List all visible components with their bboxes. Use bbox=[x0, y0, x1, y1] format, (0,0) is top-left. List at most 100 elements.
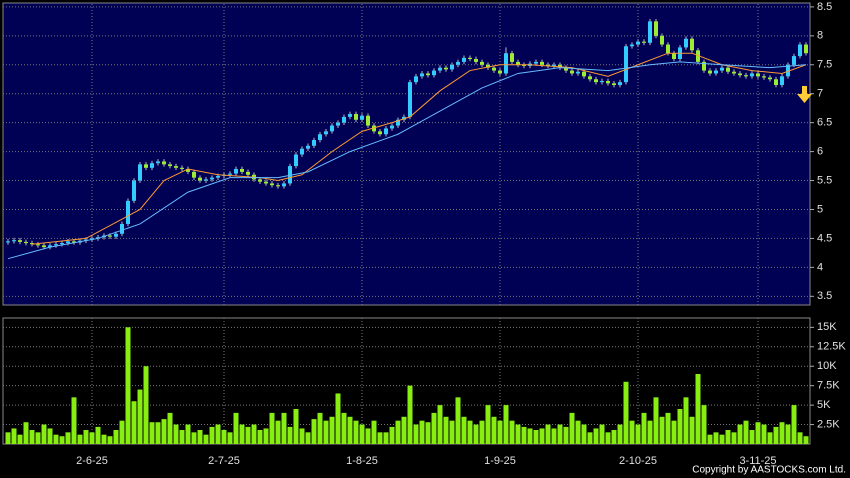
volume-bar bbox=[719, 434, 725, 444]
volume-bar bbox=[179, 430, 185, 444]
volume-bar bbox=[47, 428, 53, 444]
volume-bar bbox=[761, 424, 767, 444]
candle-body bbox=[306, 145, 310, 149]
candle-body bbox=[18, 240, 22, 242]
volume-bar bbox=[353, 420, 359, 444]
volume-bar bbox=[803, 436, 809, 444]
volume-bar bbox=[419, 420, 425, 444]
candle-body bbox=[168, 164, 172, 167]
volume-bar bbox=[227, 432, 233, 444]
volume-bar bbox=[287, 426, 293, 444]
y-tick-label: 7.5 bbox=[817, 59, 832, 71]
candle-body bbox=[636, 41, 640, 45]
volume-bar bbox=[83, 430, 89, 444]
volume-bar bbox=[749, 430, 755, 444]
candle-body bbox=[456, 61, 460, 65]
x-tick-label: 3-11-25 bbox=[739, 455, 776, 467]
candle-body bbox=[384, 128, 388, 135]
volume-bar bbox=[479, 420, 485, 444]
y-tick-label: 7 bbox=[817, 88, 823, 100]
volume-bar bbox=[335, 393, 341, 444]
candle-body bbox=[660, 35, 664, 45]
volume-bar bbox=[155, 422, 161, 444]
y-tick-label: 6 bbox=[817, 146, 823, 158]
y-tick-label: 10K bbox=[817, 360, 837, 372]
volume-bar bbox=[467, 420, 473, 444]
candle-body bbox=[654, 21, 658, 36]
candle-body bbox=[30, 243, 34, 245]
candle-body bbox=[732, 71, 736, 74]
x-tick-label: 2-6-25 bbox=[76, 455, 108, 467]
volume-bar bbox=[149, 422, 155, 444]
candle-body bbox=[642, 41, 646, 43]
candle-body bbox=[606, 80, 610, 84]
volume-bar bbox=[431, 412, 437, 444]
volume-bar bbox=[413, 424, 419, 444]
volume-bar bbox=[239, 424, 245, 444]
volume-bar bbox=[629, 420, 635, 444]
volume-bar bbox=[77, 434, 83, 444]
price-panel bbox=[2, 2, 811, 306]
candle-body bbox=[798, 44, 802, 57]
volume-bar bbox=[215, 424, 221, 444]
candle-body bbox=[294, 154, 298, 167]
volume-bar bbox=[533, 430, 539, 444]
y-tick-label: 6.5 bbox=[817, 117, 832, 129]
volume-bar bbox=[491, 416, 497, 444]
volume-bar bbox=[299, 428, 305, 444]
candle-body bbox=[714, 70, 718, 74]
candle-body bbox=[708, 70, 712, 74]
volume-bar bbox=[437, 405, 443, 444]
candle-body bbox=[240, 168, 244, 172]
x-tick-label: 1-8-25 bbox=[346, 455, 378, 467]
volume-bar bbox=[539, 428, 545, 444]
plot-layer: 3.5 4 4.5 5 5.5 6 6.5 7 7.5 8 8.5 2.5K 5K 7.5K 10K 12.5… bbox=[3, 1, 846, 467]
candle-body bbox=[426, 73, 430, 76]
volume-bar bbox=[551, 428, 557, 444]
volume-bar bbox=[599, 424, 605, 444]
candle-body bbox=[558, 64, 562, 68]
candle-body bbox=[150, 163, 154, 168]
y-tick-label: 5 bbox=[817, 203, 823, 215]
volume-bar bbox=[449, 420, 455, 444]
volume-bar bbox=[137, 389, 143, 444]
volume-bar bbox=[725, 430, 731, 444]
candle-body bbox=[258, 179, 262, 182]
candle-body bbox=[180, 167, 184, 169]
candle-body bbox=[702, 61, 706, 71]
volume-bar bbox=[623, 381, 629, 444]
candle-body bbox=[756, 73, 760, 77]
volume-bar bbox=[731, 432, 737, 444]
volume-bar bbox=[593, 428, 599, 444]
candle-body bbox=[792, 56, 796, 65]
candle-body bbox=[630, 44, 634, 47]
candle-body bbox=[6, 241, 10, 243]
volume-bar bbox=[509, 420, 515, 444]
candle-body bbox=[234, 168, 238, 174]
y-tick-label: 15K bbox=[817, 321, 837, 333]
candle-body bbox=[186, 168, 190, 172]
candle-body bbox=[516, 61, 520, 65]
volume-bar bbox=[527, 428, 533, 444]
candle-body bbox=[198, 177, 202, 181]
volume-bar bbox=[23, 422, 29, 444]
candle-body bbox=[210, 177, 214, 180]
candle-body bbox=[696, 50, 700, 62]
candle-body bbox=[726, 67, 730, 72]
volume-bar bbox=[485, 405, 491, 444]
candle-body bbox=[174, 166, 178, 168]
candle-body bbox=[270, 183, 274, 186]
candle-body bbox=[324, 131, 328, 135]
volume-bar bbox=[521, 426, 527, 444]
candle-body bbox=[228, 173, 232, 175]
volume-bar bbox=[497, 420, 503, 444]
volume-bar bbox=[107, 436, 113, 444]
volume-bar bbox=[359, 424, 365, 444]
volume-bar bbox=[95, 426, 101, 444]
candle-body bbox=[648, 21, 652, 43]
candle-body bbox=[780, 76, 784, 86]
candle-body bbox=[492, 67, 496, 71]
volume-bar bbox=[557, 424, 563, 444]
candle-body bbox=[264, 181, 268, 184]
